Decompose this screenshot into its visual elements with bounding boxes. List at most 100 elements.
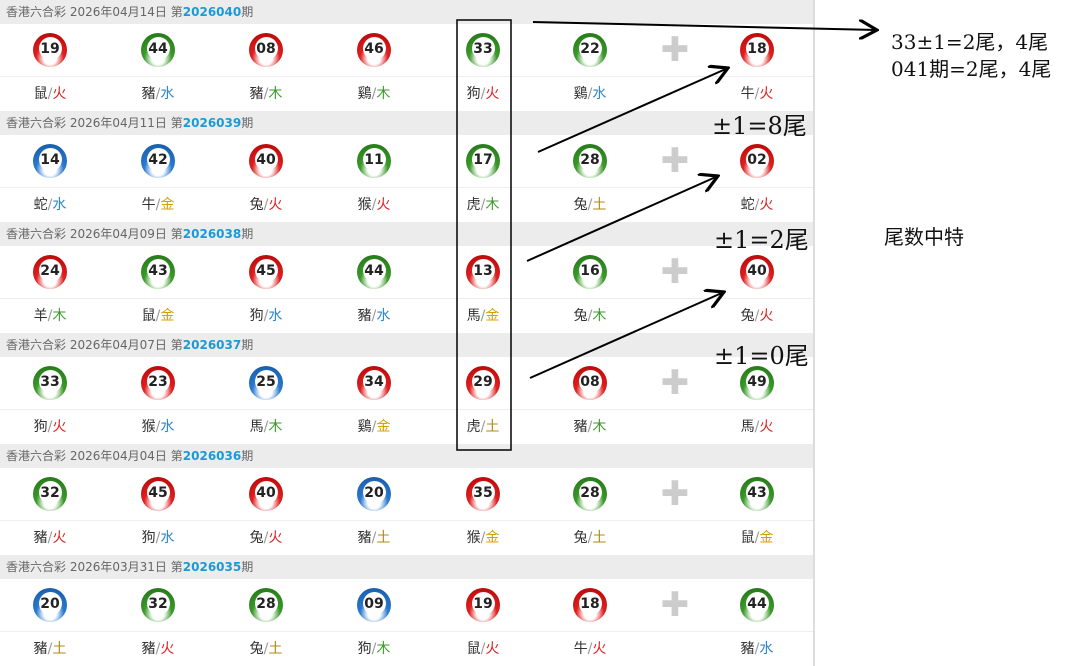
number-ball: 24 — [33, 255, 67, 289]
draw-header: 香港六合彩 2026年04月14日 第2026040期 — [0, 0, 813, 24]
element: 金 — [160, 308, 175, 324]
separator: / — [47, 419, 53, 435]
ball-row: 32 45 40 20 35 28 43 ✚ — [0, 468, 813, 521]
draw-results-table: 香港六合彩 2026年04月14日 第2026040期 19 44 08 46 33 22 1… — [0, 0, 815, 666]
separator: / — [587, 641, 593, 657]
element: 火 — [268, 197, 283, 213]
separator: / — [263, 419, 269, 435]
separator: / — [480, 641, 486, 657]
ball-number: 35 — [471, 481, 495, 504]
separator: / — [480, 308, 486, 324]
ball-number: 32 — [38, 481, 62, 504]
number-ball: 44 — [141, 33, 175, 67]
zodiac: 馬 — [466, 308, 481, 324]
ball-row: 33 23 25 34 29 08 49 ✚ — [0, 357, 813, 410]
note-2: 041期=2尾，4尾 — [891, 57, 1052, 81]
period-number[interactable]: 2026039 — [182, 116, 242, 130]
plus-icon: ✚ — [660, 474, 690, 514]
ball-number: 28 — [578, 481, 602, 504]
separator: / — [754, 530, 760, 546]
period-number[interactable]: 2026038 — [182, 227, 242, 241]
element: 水 — [160, 530, 175, 546]
separator: / — [480, 530, 486, 546]
element: 金 — [759, 530, 774, 546]
separator: / — [371, 419, 377, 435]
zodiac: 狗 — [357, 641, 372, 657]
period-suffix: 期 — [241, 227, 254, 241]
note-1: 33±1=2尾，4尾 — [891, 30, 1049, 54]
period-number[interactable]: 2026035 — [182, 560, 242, 574]
zodiac-element-label: 蛇/火 — [741, 194, 774, 214]
element: 水 — [759, 641, 774, 657]
element: 木 — [52, 308, 67, 324]
zodiac-element-label: 鷄/水 — [574, 83, 607, 103]
draw-header: 香港六合彩 2026年04月04日 第2026036期 — [0, 444, 813, 468]
zodiac: 豬 — [249, 86, 264, 102]
label-row: 狗/火 猴/水 馬/木 鷄/金 虎/土 豬/木 馬/火 — [0, 410, 813, 444]
element: 木 — [376, 641, 391, 657]
lottery-name: 香港六合彩 — [6, 116, 67, 130]
label-row: 豬/土 豬/火 兔/土 狗/木 鼠/火 牛/火 豬/水 — [0, 632, 813, 666]
number-ball: 18 — [573, 588, 607, 622]
number-ball: 11 — [357, 144, 391, 178]
ball-number: 22 — [578, 37, 602, 60]
element: 金 — [485, 530, 500, 546]
number-ball: 28 — [249, 588, 283, 622]
ball-number: 33 — [471, 37, 495, 60]
element: 火 — [52, 86, 67, 102]
zodiac: 兔 — [573, 308, 588, 324]
zodiac-element-label: 兔/土 — [574, 194, 607, 214]
separator: / — [480, 86, 486, 102]
number-ball: 42 — [141, 144, 175, 178]
ball-number: 24 — [38, 259, 62, 282]
period-number[interactable]: 2026040 — [182, 5, 242, 19]
tail-note-3: ±1=0尾 — [714, 342, 809, 370]
number-ball: 23 — [141, 366, 175, 400]
element: 金 — [485, 308, 500, 324]
arrow-1 — [532, 22, 877, 30]
separator: / — [47, 641, 53, 657]
special-ball: 49 — [740, 366, 774, 400]
separator: / — [480, 419, 486, 435]
period-number[interactable]: 2026036 — [182, 449, 242, 463]
zodiac-element-label: 牛/火 — [574, 638, 607, 658]
element: 土 — [592, 530, 607, 546]
number-ball: 45 — [249, 255, 283, 289]
number-ball: 08 — [573, 366, 607, 400]
ball-number: 34 — [362, 370, 386, 393]
period-number[interactable]: 2026037 — [182, 338, 242, 352]
zodiac-element-label: 豬/木 — [574, 416, 607, 436]
plus-icon: ✚ — [660, 141, 690, 181]
lottery-name: 香港六合彩 — [6, 5, 67, 19]
draw-date: 2026年03月31日 — [69, 560, 167, 574]
ball-number: 18 — [578, 592, 602, 615]
zodiac-element-label: 猴/金 — [467, 527, 500, 547]
tail-note-1: ±1=8尾 — [712, 112, 807, 140]
number-ball: 44 — [357, 255, 391, 289]
special-ball: 44 — [740, 588, 774, 622]
separator: / — [263, 197, 269, 213]
zodiac: 牛 — [573, 641, 588, 657]
zodiac: 豬 — [357, 308, 372, 324]
special-ball: 18 — [740, 33, 774, 67]
number-ball: 25 — [249, 366, 283, 400]
lottery-name: 香港六合彩 — [6, 560, 67, 574]
ball-number: 20 — [38, 592, 62, 615]
zodiac: 鷄 — [573, 86, 588, 102]
arrow-3 — [526, 176, 718, 262]
number-ball: 28 — [573, 477, 607, 511]
element: 火 — [759, 419, 774, 435]
separator: / — [371, 641, 377, 657]
label-row: 豬/火 狗/水 兔/火 豬/土 猴/金 兔/土 鼠/金 — [0, 521, 813, 555]
draw-header: 香港六合彩 2026年03月31日 第2026035期 — [0, 555, 813, 579]
element: 火 — [52, 530, 67, 546]
number-ball: 09 — [357, 588, 391, 622]
arrow-4 — [529, 292, 724, 379]
ball-number: 08 — [578, 370, 602, 393]
number-ball: 13 — [466, 255, 500, 289]
number-ball: 40 — [249, 144, 283, 178]
number-ball: 20 — [357, 477, 391, 511]
zodiac: 虎 — [466, 419, 481, 435]
ball-number: 14 — [38, 148, 62, 171]
